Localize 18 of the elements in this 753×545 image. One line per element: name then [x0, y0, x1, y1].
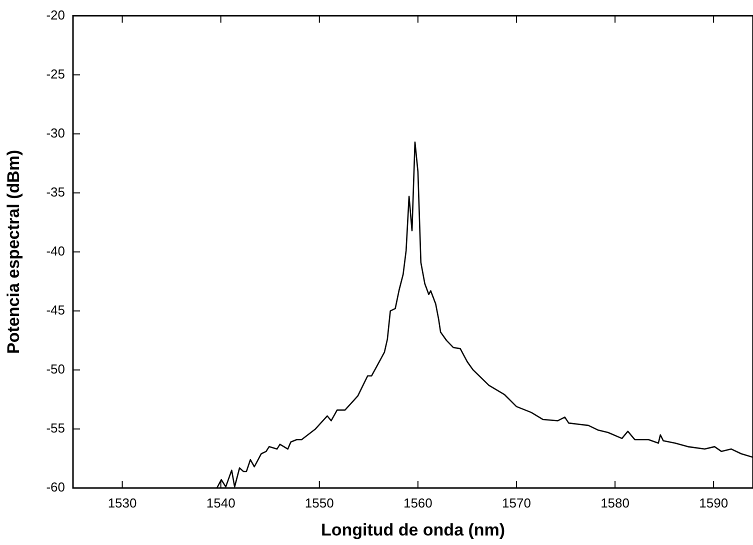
x-tick-label: 1530 — [108, 495, 137, 510]
y-tick-label: -55 — [46, 420, 65, 436]
x-axis-title: Longitud de onda (nm) — [320, 520, 506, 540]
x-tick-label: 1550 — [304, 495, 334, 510]
y-tick-label: -60 — [46, 480, 65, 495]
y-tick-label: -35 — [46, 184, 65, 200]
y-tick-label: -20 — [46, 7, 65, 22]
x-tick-label: 1560 — [403, 495, 432, 510]
x-tick-label: 1590 — [699, 495, 728, 510]
y-tick-label: -30 — [46, 125, 65, 140]
x-tick-label: 1540 — [206, 495, 236, 510]
y-tick-label: -50 — [46, 362, 65, 377]
y-tick-label: -40 — [46, 243, 65, 258]
y-axis-title: Potencia espectral (dBm) — [4, 150, 23, 354]
y-tick-label: -45 — [46, 302, 65, 318]
x-tick-label: 1580 — [600, 495, 630, 510]
x-tick-label: 1570 — [502, 495, 531, 510]
y-tick-label: -25 — [46, 66, 65, 82]
